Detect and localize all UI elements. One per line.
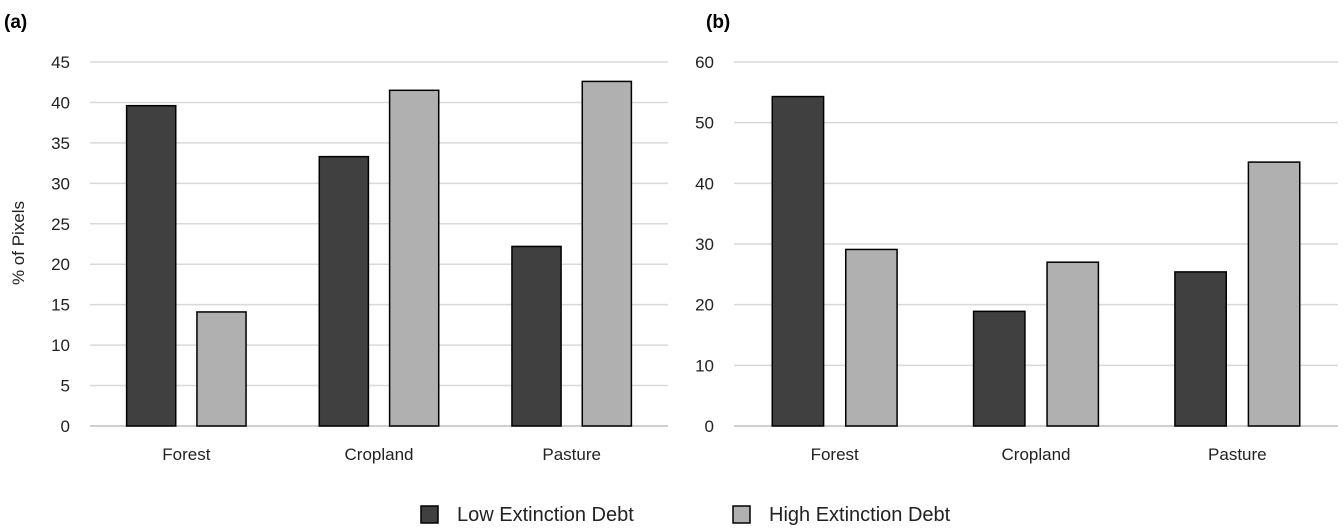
- panel-b-x-category-label: Cropland: [1002, 445, 1071, 464]
- panel-a-y-tick-label: 10: [51, 336, 70, 355]
- legend-label-high: High Extinction Debt: [769, 504, 951, 526]
- panel-a-y-tick-label: 40: [51, 93, 70, 112]
- panel-b: (b) 0 10 20 30 40 50 60 Forest Cropland Pasture: [695, 12, 1338, 464]
- legend-swatch-low: [420, 505, 439, 524]
- panel-a-bar-pasture-low: [511, 245, 562, 427]
- panel-a-y-tick-label: 35: [51, 134, 70, 153]
- panel-a-x-category-label: Forest: [162, 445, 210, 464]
- panel-b-bar-forest-low: [771, 95, 825, 427]
- panel-b-x-category-label: Pasture: [1208, 445, 1267, 464]
- panel-b-y-tick-label: 30: [695, 235, 714, 254]
- panel-a-x-category-label: Pasture: [542, 445, 601, 464]
- panel-a-y-axis-title: % of Pixels: [9, 201, 28, 285]
- panel-b-bar-pasture-high: [1247, 161, 1301, 427]
- panel-b-y-tick-label: 20: [695, 296, 714, 315]
- panel-a-bar-forest-low: [125, 104, 177, 427]
- panel-b-y-tick-label: 0: [705, 417, 714, 436]
- panel-a: (a) % of Pixels 0 5 10 15 20 25 30 35 40 45 Forest…: [4, 12, 668, 464]
- panel-b-x-category-label: Forest: [811, 445, 859, 464]
- panel-b-bar-forest-high: [844, 248, 898, 427]
- panel-a-x-category-label: Cropland: [345, 445, 414, 464]
- panel-a-y-tick-label: 5: [61, 377, 70, 396]
- panel-a-bar-pasture-high: [581, 80, 633, 427]
- panel-a-y-tick-label: 0: [61, 417, 70, 436]
- panel-a-label: (a): [4, 12, 27, 33]
- panel-b-bar-cropland-low: [972, 310, 1026, 427]
- panel-b-y-tick-label: 60: [695, 53, 714, 72]
- panel-b-bar-pasture-low: [1174, 271, 1228, 427]
- panel-a-bar-cropland-low: [318, 155, 370, 427]
- panel-b-label: (b): [706, 12, 730, 33]
- panel-b-y-tick-label: 50: [695, 114, 714, 133]
- panel-a-bar-cropland-high: [388, 89, 440, 427]
- legend-swatch-high: [732, 505, 751, 524]
- legend: Low Extinction Debt High Extinction Debt: [420, 504, 951, 526]
- panel-a-bar-forest-high: [196, 311, 247, 427]
- panel-a-y-tick-label: 25: [51, 215, 70, 234]
- legend-label-low: Low Extinction Debt: [457, 504, 634, 526]
- panel-a-y-tick-label: 15: [51, 296, 70, 315]
- panel-b-bar-cropland-high: [1046, 261, 1100, 427]
- panel-a-y-tick-label: 30: [51, 174, 70, 193]
- panel-b-y-tick-label: 40: [695, 174, 714, 193]
- panel-b-y-tick-label: 10: [695, 356, 714, 375]
- panel-a-y-tick-label: 45: [51, 53, 70, 72]
- panel-a-y-tick-label: 20: [51, 255, 70, 274]
